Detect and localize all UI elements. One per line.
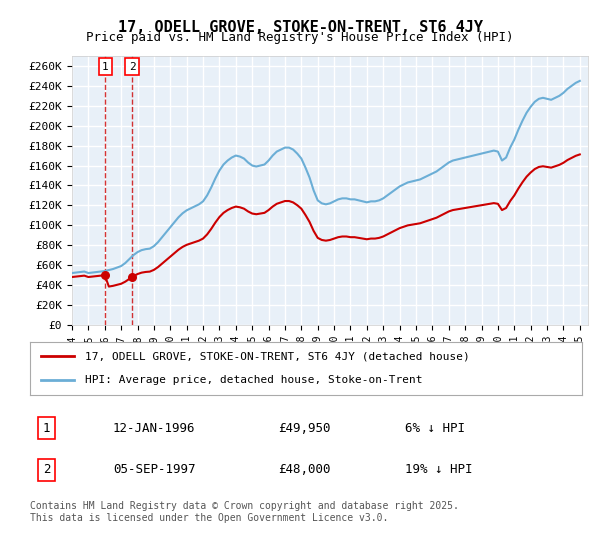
- Text: Price paid vs. HM Land Registry's House Price Index (HPI): Price paid vs. HM Land Registry's House …: [86, 31, 514, 44]
- Text: 2: 2: [43, 463, 50, 476]
- Point: [100, 270, 110, 279]
- Text: 05-SEP-1997: 05-SEP-1997: [113, 463, 196, 476]
- Text: HPI: Average price, detached house, Stoke-on-Trent: HPI: Average price, detached house, Stok…: [85, 375, 422, 385]
- Text: 6% ↓ HPI: 6% ↓ HPI: [406, 422, 466, 435]
- Text: 1: 1: [102, 62, 109, 72]
- Text: £49,950: £49,950: [278, 422, 331, 435]
- Text: 19% ↓ HPI: 19% ↓ HPI: [406, 463, 473, 476]
- Text: 12-JAN-1996: 12-JAN-1996: [113, 422, 196, 435]
- Text: 17, ODELL GROVE, STOKE-ON-TRENT, ST6 4JY: 17, ODELL GROVE, STOKE-ON-TRENT, ST6 4JY: [118, 20, 482, 35]
- Text: 1: 1: [43, 422, 50, 435]
- Point: [127, 273, 137, 282]
- Text: Contains HM Land Registry data © Crown copyright and database right 2025.
This d: Contains HM Land Registry data © Crown c…: [30, 501, 459, 523]
- Text: 17, ODELL GROVE, STOKE-ON-TRENT, ST6 4JY (detached house): 17, ODELL GROVE, STOKE-ON-TRENT, ST6 4JY…: [85, 352, 470, 362]
- Text: 2: 2: [129, 62, 136, 72]
- Text: £48,000: £48,000: [278, 463, 331, 476]
